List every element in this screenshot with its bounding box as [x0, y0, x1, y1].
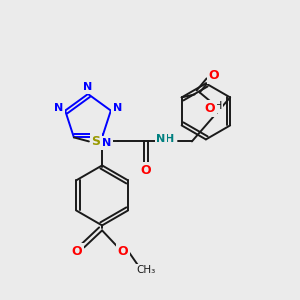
Text: H: H	[214, 101, 222, 111]
Text: O: O	[208, 69, 219, 82]
Text: S: S	[92, 135, 100, 148]
Text: O: O	[72, 245, 83, 258]
Text: H: H	[165, 134, 175, 144]
Text: CH₃: CH₃	[136, 266, 156, 275]
Text: N: N	[54, 103, 63, 113]
Text: N: N	[113, 103, 122, 113]
Text: N: N	[156, 134, 166, 144]
Text: N: N	[102, 138, 111, 148]
Text: N: N	[83, 82, 93, 92]
Text: O: O	[118, 245, 128, 258]
Text: O: O	[141, 164, 151, 177]
Text: O: O	[204, 102, 215, 115]
